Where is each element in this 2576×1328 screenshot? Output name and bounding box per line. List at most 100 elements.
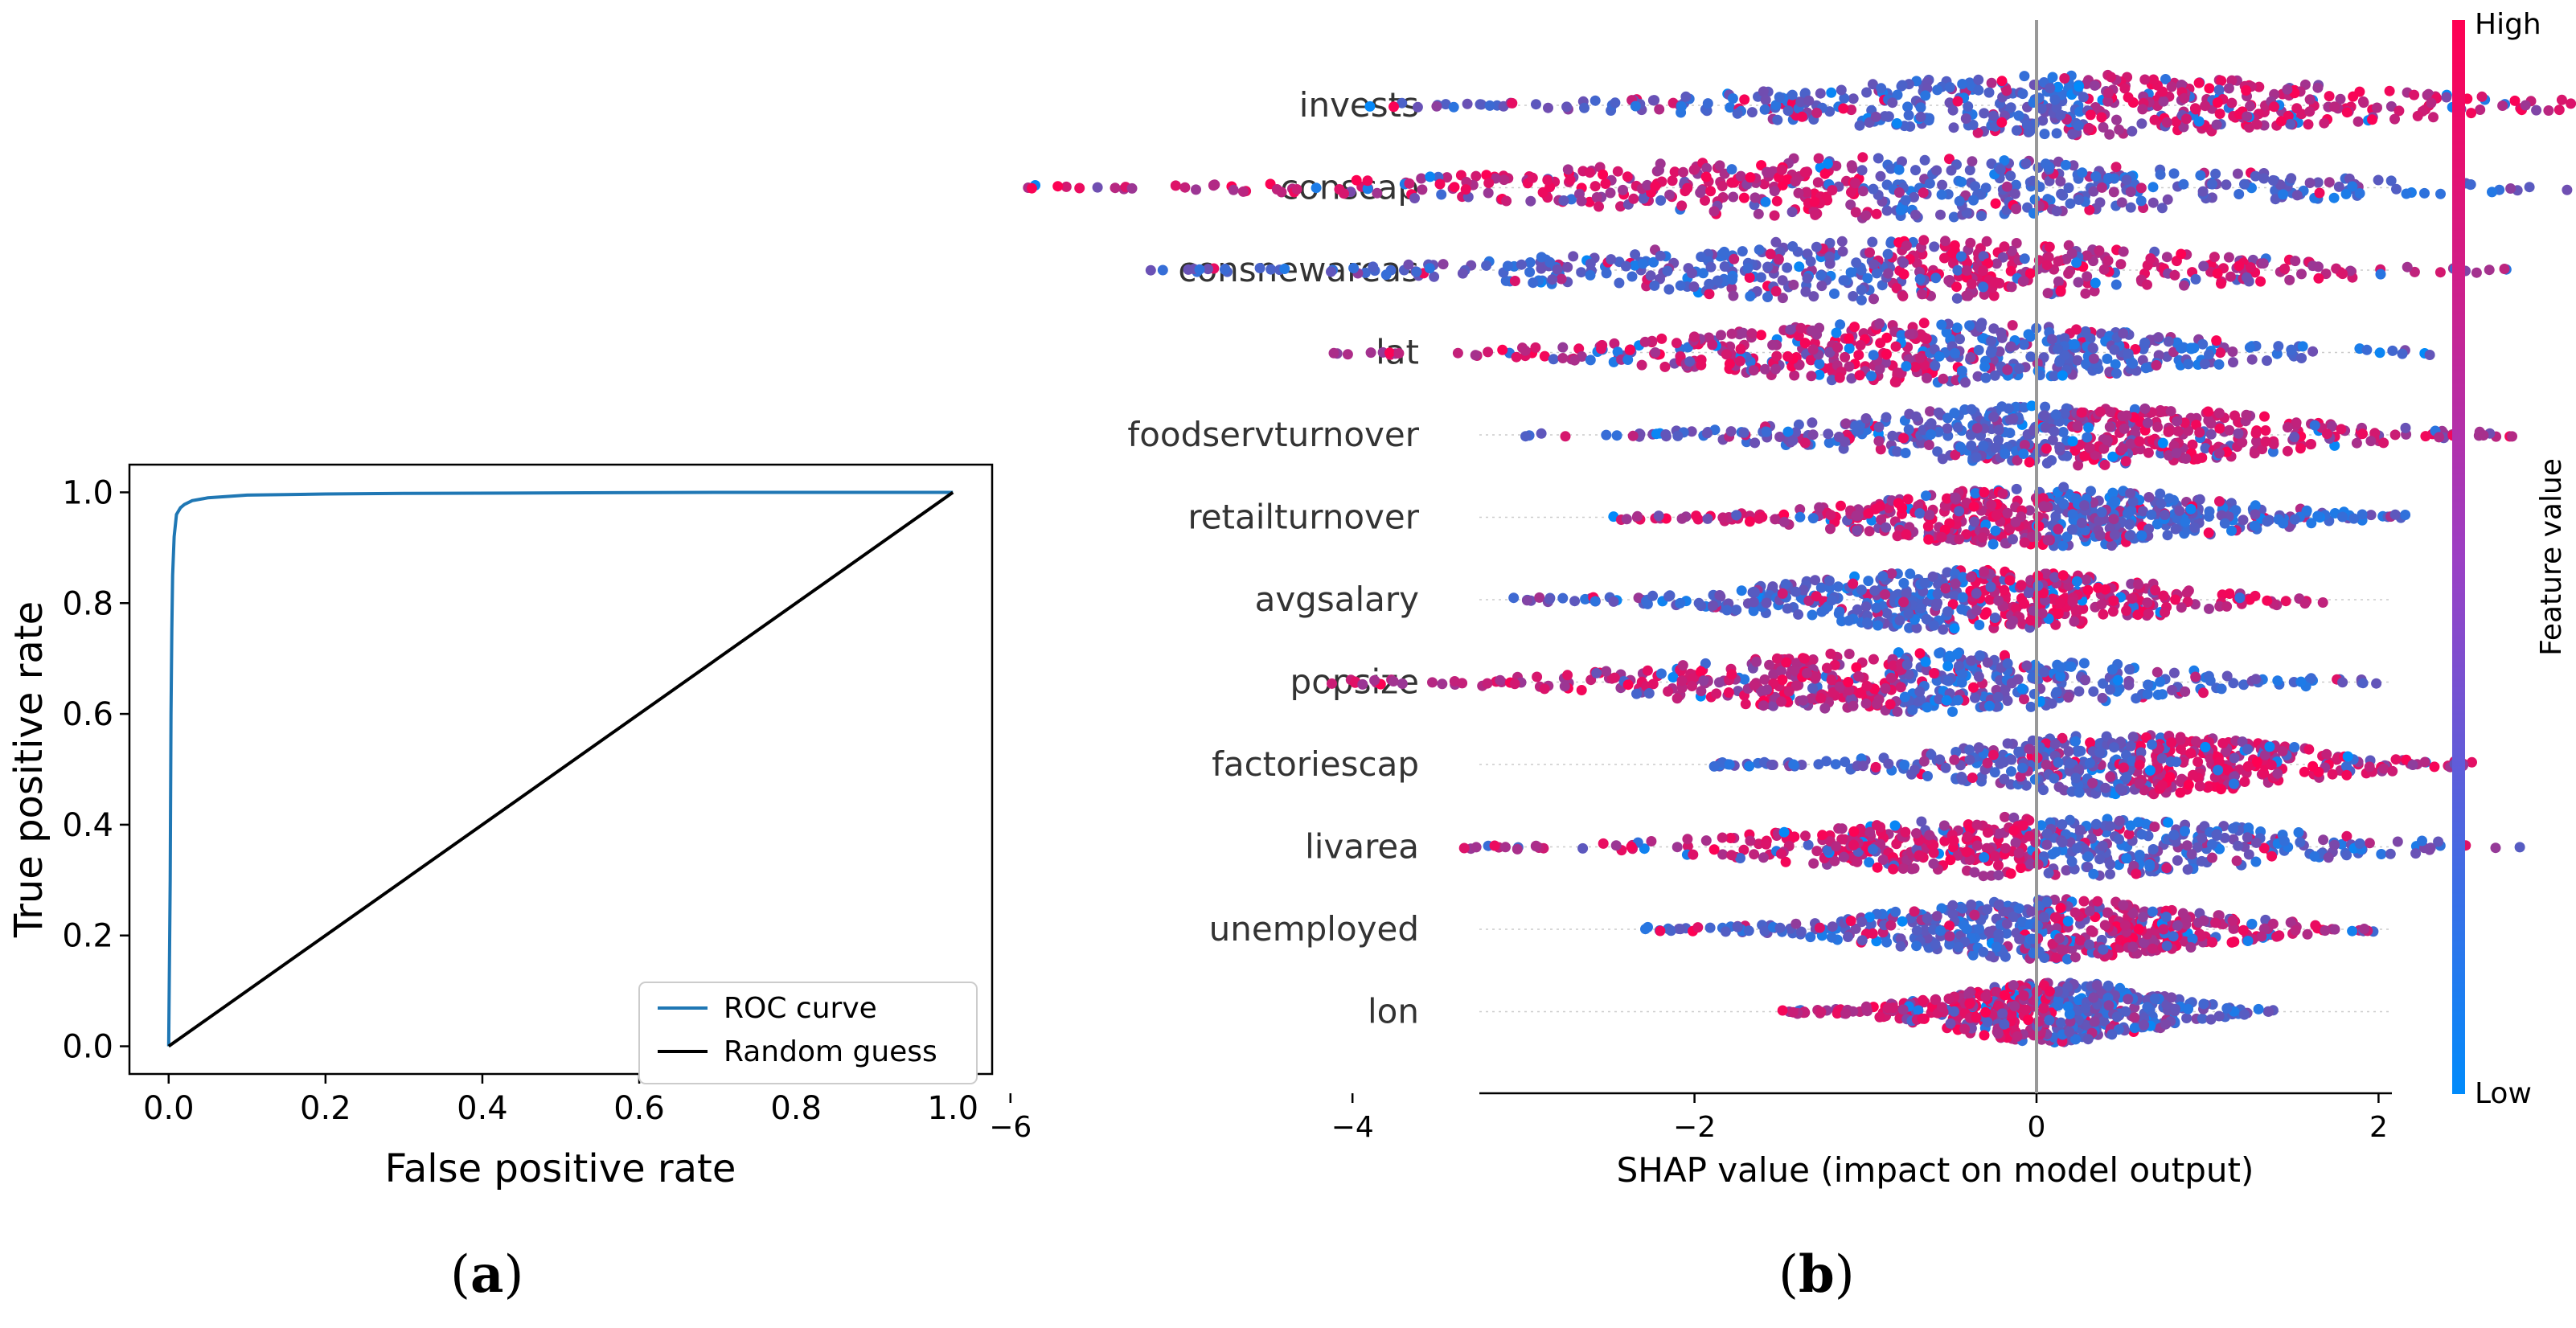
shap-point (1525, 195, 1536, 207)
shap-point (1940, 236, 1950, 247)
shap-point (1838, 103, 1849, 114)
shap-point (2226, 75, 2238, 86)
shap-point (1850, 207, 1861, 218)
shap-point (2194, 781, 2205, 792)
shap-point (1676, 200, 1688, 211)
shap-point (2174, 505, 2185, 516)
shap-point (2018, 449, 2029, 459)
shap-point (2264, 741, 2275, 752)
shap-point (1766, 760, 1777, 770)
shap-point (2361, 344, 2373, 355)
shap-point (1734, 355, 1745, 367)
shap-point (2171, 448, 2182, 459)
shap-point (1886, 568, 1897, 579)
shap-point (1637, 258, 1648, 269)
shap-point (2289, 742, 2300, 752)
shap-point (1846, 105, 1857, 116)
shap-point (2060, 159, 2071, 170)
shap-point (2239, 777, 2250, 787)
shap-point (2365, 436, 2377, 447)
shap-point (2147, 197, 2159, 208)
shap-point (1687, 268, 1697, 279)
shap-point (1388, 676, 1399, 687)
shap-swarm-avgsalary (1508, 564, 2328, 635)
shap-point (1871, 268, 1882, 279)
shap-point (1339, 188, 1349, 199)
shap-point (2192, 453, 2203, 465)
shap-point (1815, 270, 1827, 281)
shap-point (1654, 165, 1664, 176)
shap-point (2003, 403, 2014, 414)
shap-point (1688, 281, 1700, 293)
shap-point (2127, 125, 2138, 137)
shap-point (1663, 284, 1675, 295)
shap-point (1557, 592, 1569, 604)
shap-point (2051, 128, 2062, 139)
shap-point (2357, 96, 2369, 107)
shap-point (1902, 494, 1914, 505)
shap-point (2250, 509, 2261, 520)
shap-point (1793, 187, 1804, 199)
shap-point (1968, 195, 1979, 206)
shap-point (1967, 119, 1979, 130)
shap-point (1932, 84, 1943, 96)
shap-point (1868, 654, 1879, 665)
shap-point (1744, 760, 1755, 772)
shap-point (1893, 187, 1905, 198)
shap-point (2424, 350, 2435, 360)
shap-point (1922, 702, 1933, 713)
shap-point (2327, 769, 2338, 780)
shap-point (1678, 166, 1688, 178)
legend-random-label: Random guess (724, 1035, 937, 1068)
shap-point (2094, 245, 2105, 256)
shap-point (1562, 261, 1573, 273)
shap-point (2509, 95, 2521, 106)
shap-point (1576, 267, 1587, 278)
shap-point (2434, 267, 2446, 278)
shap-point (1785, 324, 1796, 335)
shap-point (1876, 83, 1887, 94)
shap-point (1726, 328, 1737, 339)
shap-point (1989, 370, 2000, 381)
shap-point (2210, 168, 2221, 179)
shap-point (1716, 330, 1726, 341)
shap-point (1871, 602, 1882, 613)
shap-point (1787, 435, 1799, 446)
shap-point (2056, 188, 2067, 199)
shap-point (1924, 113, 1935, 124)
shap-point (2084, 757, 2095, 769)
shap-point (2531, 105, 2542, 116)
shap-point (1782, 603, 1793, 614)
shap-point (2207, 178, 2217, 190)
shap-point (2465, 179, 2476, 190)
shap-point (1711, 688, 1722, 699)
shap-point (1984, 700, 1995, 711)
shap-point (2012, 674, 2024, 685)
shap-point (2078, 92, 2089, 103)
shap-point (1897, 290, 1909, 301)
shap-point (1700, 195, 1710, 206)
shap-point (2171, 116, 2181, 127)
shap-point (1774, 92, 1785, 103)
shap-point (2378, 437, 2389, 449)
shap-point (2175, 787, 2186, 798)
shap-point (2376, 849, 2387, 859)
shap-point (2024, 744, 2035, 755)
shap-point (1891, 118, 1902, 129)
shap-point (1605, 187, 1616, 199)
shap-point (1957, 592, 1968, 603)
shap-point (1753, 208, 1764, 219)
shap-point (2307, 346, 2319, 357)
shap-point (2329, 101, 2340, 113)
shap-point (2111, 114, 2122, 125)
shap-point (1719, 261, 1730, 272)
shap-point (2234, 592, 2246, 604)
shap-point (2005, 102, 2016, 113)
shap-point (2198, 687, 2209, 699)
shap-point (2426, 97, 2437, 109)
shap-point (2347, 181, 2358, 192)
shap-point (1279, 264, 1290, 274)
shap-point (2025, 615, 2037, 626)
shap-point (2049, 773, 2060, 784)
shap-point (2039, 410, 2050, 421)
